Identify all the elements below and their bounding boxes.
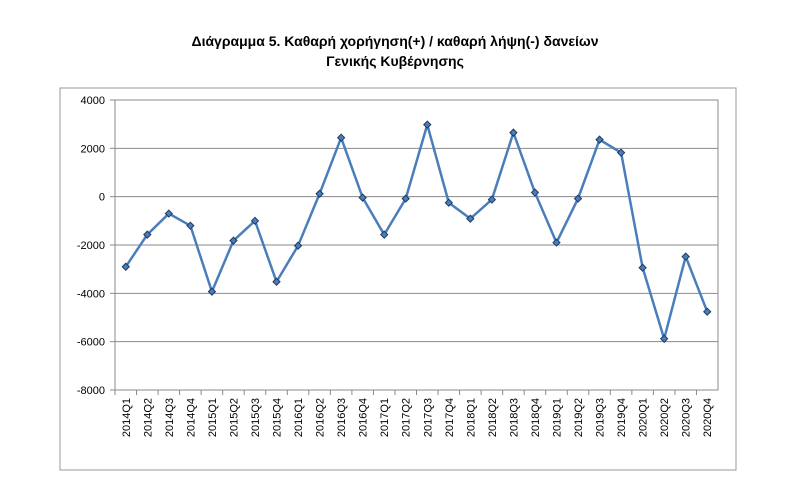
x-tick-label: 2018Q1 <box>465 398 477 437</box>
data-point <box>336 133 346 142</box>
y-tick-label: 2000 <box>81 143 105 155</box>
data-point <box>401 194 410 203</box>
y-tick-label: 4000 <box>81 95 105 107</box>
chart-title: Διάγραμμα 5. Καθαρή χορήγηση(+) / καθαρή… <box>192 33 599 49</box>
x-tick-label: 2016Q4 <box>358 398 370 437</box>
x-tick-label: 2017Q4 <box>444 398 456 437</box>
x-tick-label: 2015Q4 <box>272 398 284 437</box>
data-point <box>681 252 690 261</box>
data-point <box>703 307 712 316</box>
data-point <box>315 189 324 198</box>
x-tick-label: 2019Q3 <box>595 398 607 437</box>
data-point <box>509 128 518 137</box>
x-tick-label: 2018Q4 <box>530 398 542 437</box>
data-point <box>358 193 367 202</box>
x-tick-label: 2015Q1 <box>207 398 219 437</box>
x-tick-label: 2014Q1 <box>121 398 133 437</box>
x-tick-label: 2014Q3 <box>164 398 176 437</box>
x-tick-label: 2014Q2 <box>142 398 154 437</box>
x-tick-label: 2017Q3 <box>422 398 434 437</box>
x-tick-label: 2016Q1 <box>293 398 305 437</box>
data-point <box>229 236 238 245</box>
data-point <box>487 195 497 204</box>
data-point <box>616 148 626 157</box>
x-tick-label: 2014Q4 <box>185 398 197 437</box>
data-point <box>595 135 604 144</box>
data-point <box>207 287 217 296</box>
x-tick-label: 2020Q2 <box>659 398 671 437</box>
x-tick-label: 2017Q1 <box>379 398 391 437</box>
y-tick-label: -2000 <box>77 240 105 252</box>
x-tick-label: 2015Q2 <box>228 398 240 437</box>
data-line <box>124 120 709 344</box>
x-tick-label: 2016Q3 <box>336 398 348 437</box>
x-tick-label: 2016Q2 <box>315 398 327 437</box>
x-tick-label: 2018Q2 <box>487 398 499 437</box>
x-tick-label: 2020Q4 <box>702 398 714 437</box>
data-point <box>638 263 647 272</box>
x-tick-label: 2019Q1 <box>551 398 563 437</box>
data-point <box>379 230 389 239</box>
y-tick-label: -8000 <box>77 385 105 397</box>
x-tick-label: 2020Q1 <box>638 398 650 437</box>
data-point <box>293 241 303 250</box>
data-point <box>530 188 540 197</box>
data-point <box>466 214 475 223</box>
y-tick-label: -6000 <box>77 337 105 349</box>
x-tick-label: 2019Q4 <box>616 398 628 437</box>
data-point <box>573 194 583 203</box>
data-point <box>444 198 454 207</box>
x-tick-label: 2017Q2 <box>401 398 413 437</box>
data-point <box>552 238 561 247</box>
x-tick-label: 2020Q3 <box>681 398 693 437</box>
data-point <box>250 216 260 226</box>
data-point <box>659 334 669 343</box>
chart-title: Γενικής Κυβέρνησης <box>326 53 464 69</box>
x-tick-label: 2015Q3 <box>250 398 262 437</box>
y-tick-label: 0 <box>99 192 105 204</box>
data-point <box>121 262 130 271</box>
data-point <box>164 209 174 218</box>
data-point <box>423 120 432 129</box>
x-tick-label: 2019Q2 <box>573 398 585 437</box>
data-point <box>143 230 152 239</box>
y-tick-label: -4000 <box>77 288 105 300</box>
data-point <box>272 277 281 286</box>
data-point <box>186 221 195 230</box>
x-tick-label: 2018Q3 <box>508 398 520 437</box>
